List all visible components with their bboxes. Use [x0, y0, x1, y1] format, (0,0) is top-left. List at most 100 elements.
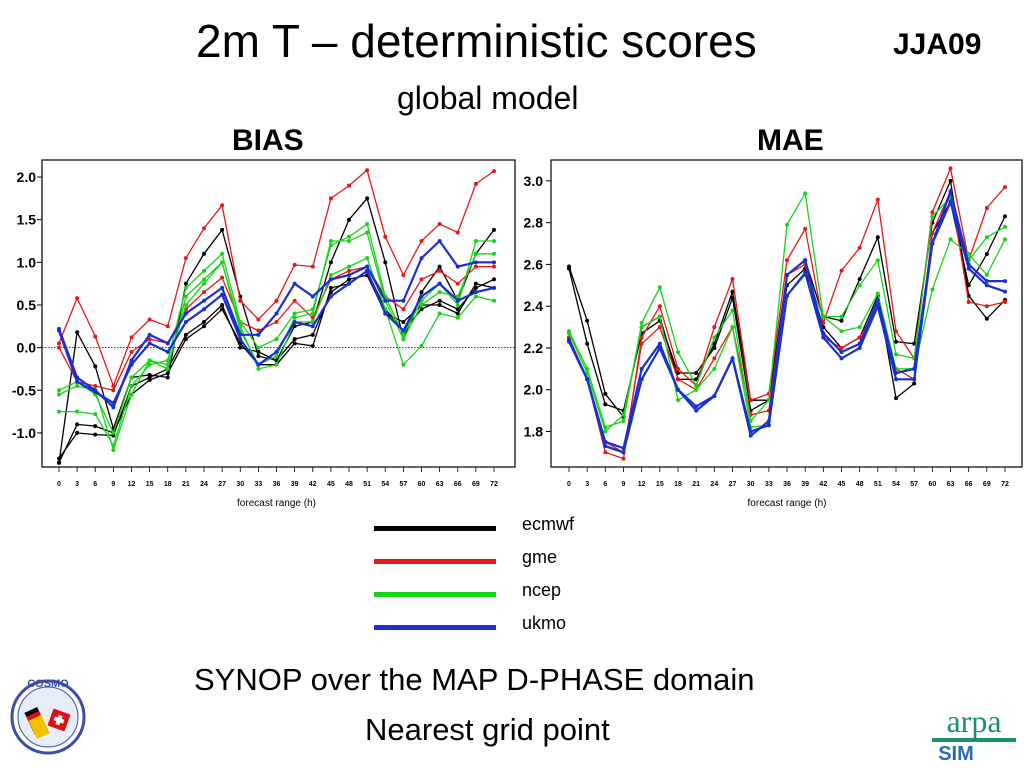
- bias-data-point-gme: [383, 234, 388, 239]
- bias-data-point-ncep: [274, 337, 279, 342]
- bias-data-point-ncep: [274, 362, 279, 367]
- bias-data-point-ukmo: [365, 268, 370, 273]
- mae-x-tick-label: 63: [947, 481, 955, 488]
- mae-data-point-ukmo: [603, 444, 608, 449]
- bias-x-tick-label: 66: [454, 481, 462, 488]
- bias-data-point-ecmwf: [57, 456, 61, 461]
- bias-data-point-ecmwf: [419, 290, 424, 295]
- bias-data-point-gme: [75, 296, 80, 301]
- bias-data-point-gme: [437, 221, 442, 226]
- mae-data-point-ukmo: [766, 419, 771, 424]
- mae-y-tick-label: 3.0: [524, 173, 544, 189]
- cosmo-logo-text: COSMO: [27, 678, 69, 690]
- bias-data-point-ukmo: [401, 328, 406, 333]
- bias-data-point-ukmo: [111, 405, 116, 410]
- bias-data-point-ukmo: [437, 281, 442, 286]
- mae-data-point-ncep: [766, 398, 771, 403]
- bias-data-point-ecmwf: [310, 332, 315, 337]
- bias-data-point-ncep: [147, 358, 152, 363]
- mae-x-tick-label: 6: [603, 481, 607, 488]
- bias-x-tick-label: 51: [363, 481, 371, 488]
- bias-data-point-ncep: [93, 412, 98, 417]
- mae-data-point-gme: [621, 456, 626, 461]
- mae-data-point-ecmwf: [857, 277, 862, 282]
- bias-x-tick-label: 42: [309, 481, 317, 488]
- bias-data-point-ukmo: [147, 341, 152, 346]
- bias-data-point-ecmwf: [75, 422, 80, 427]
- bias-data-point-gme: [57, 345, 61, 350]
- mae-data-point-ncep: [712, 366, 717, 371]
- mae-chart: 3.02.82.62.42.22.01.80 3 6 9 12 15 18 21 24 27 30 3…: [524, 159, 1023, 509]
- mae-data-point-ncep: [639, 325, 644, 330]
- mae-data-point-gme: [639, 335, 644, 340]
- bias-data-point-gme: [238, 298, 243, 303]
- bias-data-point-ukmo: [455, 264, 460, 269]
- mae-y-tick-label: 2.4: [524, 298, 544, 314]
- mae-x-tick-label: 15: [656, 481, 664, 488]
- bias-data-point-ecmwf: [473, 281, 478, 286]
- bias-data-point-ncep: [347, 264, 351, 269]
- mae-data-point-ukmo: [948, 189, 953, 194]
- mae-data-point-ecmwf: [730, 289, 735, 294]
- bias-y-tick-label: 2.0: [17, 169, 37, 185]
- sim-logo-text: SIM: [938, 743, 974, 762]
- mae-x-tick-label: 45: [838, 481, 846, 488]
- bias-chart-title: BIAS: [232, 124, 304, 157]
- bias-data-point-ncep: [328, 273, 333, 278]
- mae-data-point-ukmo: [639, 366, 644, 371]
- bias-data-point-ukmo: [129, 358, 134, 363]
- mae-data-point-ncep: [875, 291, 880, 296]
- bias-x-tick-label: 57: [399, 481, 407, 488]
- mae-data-point-ncep: [894, 352, 898, 357]
- mae-data-point-ncep: [875, 258, 880, 263]
- mae-data-point-ukmo: [966, 266, 971, 271]
- mae-data-point-gme: [712, 325, 717, 330]
- bias-data-point-ncep: [473, 251, 478, 256]
- mae-x-tick-label: 12: [638, 481, 646, 488]
- mae-x-tick-label: 66: [965, 481, 973, 488]
- bias-data-point-ukmo: [328, 277, 333, 282]
- bias-data-point-gme: [57, 341, 61, 346]
- mae-x-tick-label: 18: [674, 481, 682, 488]
- mae-data-point-gme: [730, 277, 735, 282]
- bias-data-point-ncep: [129, 392, 134, 397]
- mae-data-point-ukmo: [857, 341, 862, 346]
- bias-data-point-gme: [93, 334, 98, 339]
- mae-data-point-ukmo: [1003, 289, 1007, 294]
- bias-data-point-gme: [129, 349, 134, 354]
- bias-data-point-ncep: [57, 409, 61, 414]
- mae-x-tick-label: 36: [783, 481, 791, 488]
- bias-data-point-ecmwf: [310, 343, 315, 348]
- bias-data-point-ncep: [455, 302, 460, 307]
- bias-x-tick-label: 24: [200, 481, 208, 488]
- bias-x-tick-label: 21: [182, 481, 190, 488]
- mae-data-point-ukmo: [694, 404, 699, 409]
- mae-data-point-gme: [857, 335, 862, 340]
- mae-data-point-gme: [857, 245, 862, 250]
- mae-data-point-ukmo: [894, 371, 898, 376]
- bias-data-point-ukmo: [93, 389, 98, 394]
- bias-data-point-ncep: [292, 311, 297, 316]
- mae-data-point-ukmo: [821, 331, 826, 336]
- bias-data-point-ecmwf: [401, 320, 406, 325]
- bias-data-point-ecmwf: [93, 364, 98, 369]
- bias-data-point-ecmwf: [455, 307, 460, 312]
- mae-data-point-ncep: [785, 222, 789, 227]
- mae-data-point-ukmo: [657, 345, 662, 350]
- bias-data-point-gme: [347, 268, 351, 273]
- mae-x-tick-label: 54: [892, 481, 900, 488]
- mae-y-tick-label: 2.6: [524, 256, 544, 272]
- mae-data-point-ncep: [567, 331, 571, 336]
- footer-line-1: SYNOP over the MAP D-PHASE domain: [194, 662, 755, 697]
- mae-data-point-gme: [984, 304, 989, 309]
- mae-data-point-ukmo: [948, 199, 953, 204]
- footer-line-2: Nearest grid point: [365, 712, 610, 747]
- mae-data-point-ecmwf: [676, 371, 680, 376]
- bias-data-point-ukmo: [202, 307, 206, 312]
- bias-data-point-gme: [347, 183, 351, 188]
- bias-data-point-ecmwf: [473, 285, 478, 290]
- mae-x-tick-label: 24: [710, 481, 718, 488]
- bias-data-point-ecmwf: [93, 424, 98, 429]
- bias-data-point-ncep: [365, 256, 370, 261]
- bias-data-point-ukmo: [147, 332, 152, 337]
